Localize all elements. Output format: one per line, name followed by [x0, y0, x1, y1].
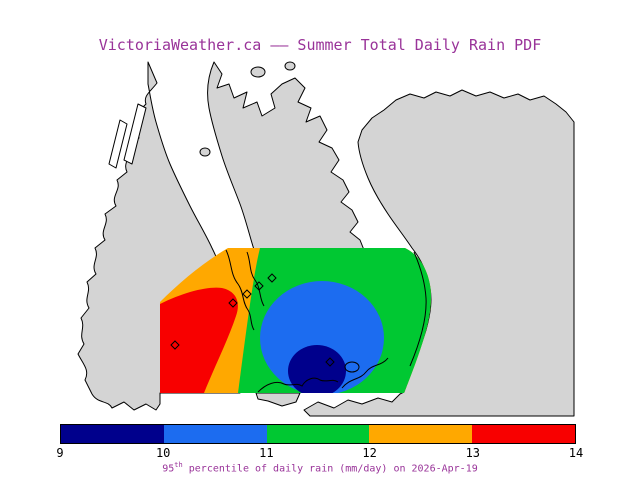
- island-outline: [344, 361, 360, 373]
- colorbar-ticks: 9 10 11 12 13 14: [56, 446, 583, 460]
- coastline-overlay: [246, 251, 265, 307]
- colorbar-segment: [163, 425, 267, 443]
- small-island: [284, 61, 296, 71]
- colorbar-segment: [61, 425, 164, 443]
- coastline-overlay: [257, 377, 339, 393]
- colorbar-caption: 95th percentile of daily rain (mm/day) o…: [0, 461, 640, 474]
- station-marker-diamond: [267, 273, 277, 283]
- contour-band-13-14: [160, 287, 238, 393]
- colorbar-tick-label: 14: [568, 446, 584, 460]
- station-marker-diamond: [228, 298, 238, 308]
- coastline-overlay: [225, 249, 255, 331]
- land-central-peninsula: [207, 61, 365, 257]
- coastline-overlay: [341, 357, 389, 389]
- caption-text: percentile of daily rain (mm/day) on 202…: [182, 463, 478, 475]
- colorbar-tick-label: 10: [155, 446, 171, 460]
- south-shore-islet: [255, 392, 301, 407]
- land-east-mainland: [303, 89, 575, 417]
- small-island: [199, 147, 211, 157]
- colorbar-segment: [266, 425, 370, 443]
- colorbar-tick-label: 12: [362, 446, 377, 460]
- colorbar-segment: [369, 425, 473, 443]
- station-marker-diamond: [242, 289, 252, 299]
- station-marker-diamond: [325, 357, 335, 367]
- caption-number: 95: [162, 463, 175, 475]
- fjord-inlet: [123, 103, 147, 165]
- contour-fill-layer: [160, 248, 431, 393]
- coastline-overlay: [409, 251, 427, 367]
- colorbar-tick-label: 9: [56, 446, 64, 460]
- contour-band-9-10: [288, 345, 346, 393]
- coastline-overlay-layer: [225, 249, 427, 393]
- colorbar-segment: [472, 425, 575, 443]
- colorbar-tick-label: 11: [259, 446, 274, 460]
- station-marker-diamond: [254, 281, 264, 291]
- page-title: VictoriaWeather.ca –– Summer Total Daily…: [98, 36, 542, 54]
- colorbar-tick-label: 13: [465, 446, 481, 460]
- station-markers-layer: [170, 273, 335, 367]
- colorbar: [60, 424, 576, 444]
- small-island: [250, 66, 266, 78]
- fjord-inlet: [108, 119, 128, 169]
- station-marker-diamond: [170, 340, 180, 350]
- caption-superscript: th: [174, 461, 183, 469]
